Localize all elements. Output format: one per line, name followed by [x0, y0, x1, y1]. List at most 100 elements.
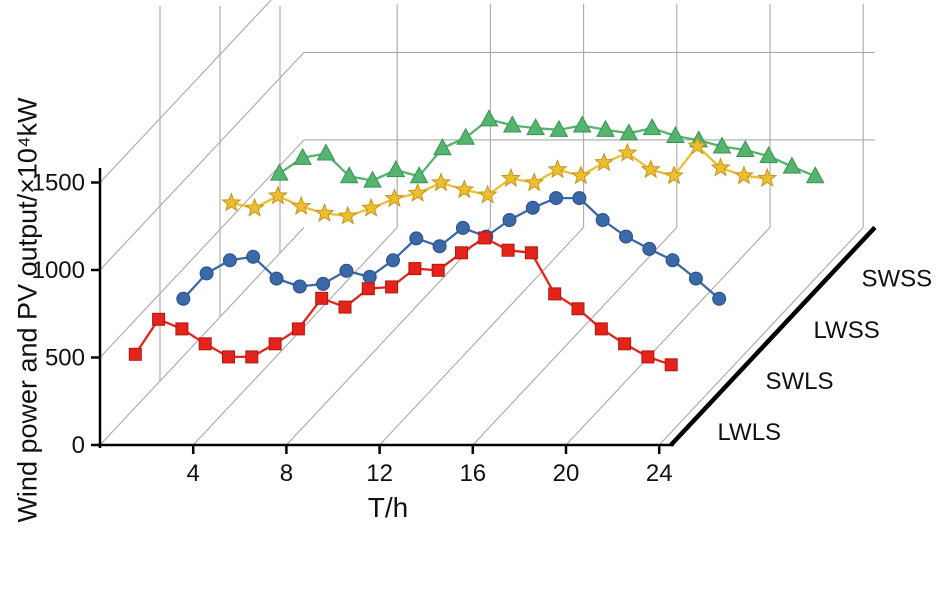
y-tick-label: 500 — [45, 345, 85, 372]
square-marker — [245, 350, 259, 364]
circle-marker — [595, 213, 610, 227]
star-marker — [267, 185, 288, 205]
x-tick-label: 24 — [646, 460, 673, 487]
star-marker — [291, 195, 312, 216]
square-marker — [501, 243, 515, 257]
triangle-marker — [642, 118, 662, 136]
x-axis-title: T/h — [367, 492, 409, 523]
star-marker — [547, 159, 568, 179]
square-marker — [641, 350, 655, 364]
star-marker — [757, 167, 778, 188]
circle-marker — [572, 191, 587, 206]
circle-marker — [386, 253, 400, 268]
circle-marker — [339, 263, 354, 278]
star-marker — [594, 152, 615, 172]
x-tick-label: 16 — [459, 460, 486, 487]
circle-marker — [176, 291, 191, 306]
circle-marker — [222, 253, 237, 268]
series-line — [134, 236, 672, 366]
triangle-marker — [363, 170, 382, 188]
triangle-marker — [735, 139, 755, 157]
square-marker — [524, 246, 538, 260]
star-marker — [640, 159, 661, 179]
triangle-marker — [433, 138, 452, 156]
triangle-marker — [572, 115, 592, 133]
circle-marker — [409, 231, 424, 246]
star-marker — [314, 202, 335, 223]
triangle-marker — [409, 166, 429, 184]
star-marker — [710, 157, 731, 177]
circle-marker — [688, 271, 703, 286]
square-marker — [222, 350, 235, 364]
square-marker — [594, 322, 608, 336]
triangle-marker — [269, 163, 289, 181]
triangle-marker — [666, 125, 685, 143]
series-label-LWSS: LWSS — [813, 317, 879, 344]
square-marker — [315, 291, 329, 305]
circle-marker — [269, 271, 284, 286]
circle-marker — [525, 200, 540, 215]
series-LWLS — [128, 231, 678, 372]
star-marker — [617, 142, 638, 162]
triangle-marker — [339, 166, 359, 184]
square-marker — [385, 280, 399, 294]
square-marker — [198, 337, 212, 351]
circle-marker — [712, 291, 727, 306]
square-marker — [664, 358, 678, 372]
circle-marker — [362, 269, 377, 284]
square-marker — [128, 347, 142, 361]
circle-marker — [246, 249, 261, 264]
y-tick-label: 1000 — [32, 257, 85, 284]
square-marker — [478, 231, 492, 245]
star-marker — [430, 172, 452, 192]
series-line — [182, 196, 720, 300]
circle-marker — [502, 213, 517, 227]
circle-marker — [549, 191, 564, 206]
square-marker — [152, 312, 166, 326]
star-marker — [244, 197, 265, 217]
circle-marker — [199, 266, 214, 281]
triangle-marker — [316, 143, 336, 161]
triangle-marker — [526, 118, 545, 136]
series-SWLS — [176, 191, 727, 306]
square-marker — [291, 322, 305, 336]
triangle-marker — [502, 115, 522, 133]
series-label-SWSS: SWSS — [861, 266, 932, 293]
x-tick-label: 20 — [553, 460, 580, 487]
y-tick-label: 1500 — [32, 170, 85, 197]
circle-marker — [316, 276, 331, 291]
triangle-marker — [782, 156, 802, 174]
x-tick-label: 4 — [187, 460, 200, 487]
triangle-marker — [759, 146, 778, 164]
series-labels: LWLS SWLS LWSS SWSS — [717, 266, 932, 447]
x-tick-label: 8 — [280, 460, 293, 487]
circle-marker — [292, 279, 307, 294]
star-marker — [361, 197, 382, 217]
triangle-marker — [479, 109, 499, 127]
square-marker — [571, 302, 585, 316]
triangle-marker — [619, 123, 639, 141]
square-marker — [455, 246, 468, 260]
square-marker — [408, 262, 422, 276]
triangle-marker — [456, 127, 476, 145]
triangle-marker — [596, 119, 615, 137]
circle-marker — [432, 239, 447, 254]
triangle-marker — [549, 119, 569, 137]
circle-marker — [455, 220, 470, 235]
triangle-marker — [386, 160, 406, 178]
y-axis-title: Wind power and PV output/×10⁴kW — [12, 97, 43, 523]
square-marker — [548, 287, 562, 301]
triangle-marker — [805, 166, 825, 184]
star-marker — [500, 167, 521, 188]
circle-marker — [665, 253, 680, 268]
y-tick-label: 0 — [72, 432, 85, 459]
square-marker — [338, 300, 352, 314]
x-tick-label: 12 — [366, 460, 393, 487]
axes: 0 500 1000 1500 4 8 12 16 20 24 — [32, 168, 877, 487]
triangle-marker — [293, 147, 312, 165]
series-label-LWLS: LWLS — [717, 419, 781, 446]
star-marker — [663, 165, 685, 185]
triangle-marker — [712, 136, 732, 154]
